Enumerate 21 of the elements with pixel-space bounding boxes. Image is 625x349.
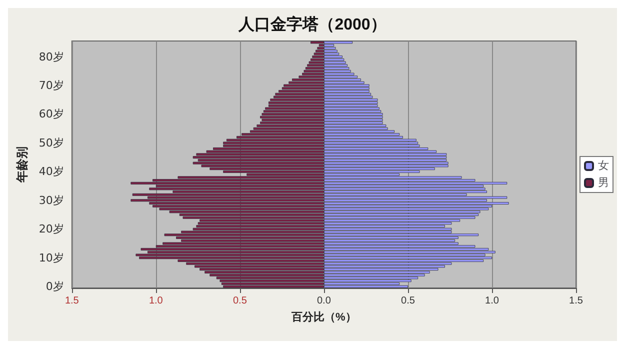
- y-tick-label: 80岁: [38, 50, 64, 64]
- y-tick-label: 30岁: [38, 194, 64, 207]
- x-tick-label: 0.5: [401, 296, 416, 306]
- y-tick-label: 40岁: [38, 165, 64, 178]
- legend-label: 女: [598, 160, 609, 172]
- x-tick-label: 1.5: [64, 296, 80, 306]
- y-axis-title: 年龄别: [15, 146, 29, 184]
- x-tick-label: 0.0: [316, 296, 332, 306]
- y-tick-label: 0岁: [46, 280, 64, 294]
- y-tick-label: 20岁: [38, 222, 64, 236]
- y-tick-label: 60岁: [38, 108, 64, 121]
- x-tick-label: 0.5: [232, 296, 248, 306]
- chart-title: 人口金字塔（2000）: [238, 14, 386, 34]
- x-tick-label: 1.5: [569, 296, 584, 306]
- x-tick-label: 1.0: [148, 296, 164, 306]
- x-tick-label: 1.0: [485, 296, 500, 306]
- x-axis-title: 百分比（%）: [290, 310, 356, 324]
- y-tick-label: 70岁: [38, 79, 64, 92]
- y-tick-label: 50岁: [38, 136, 64, 150]
- legend-label: 男: [598, 177, 609, 189]
- y-tick-label: 10岁: [38, 251, 64, 264]
